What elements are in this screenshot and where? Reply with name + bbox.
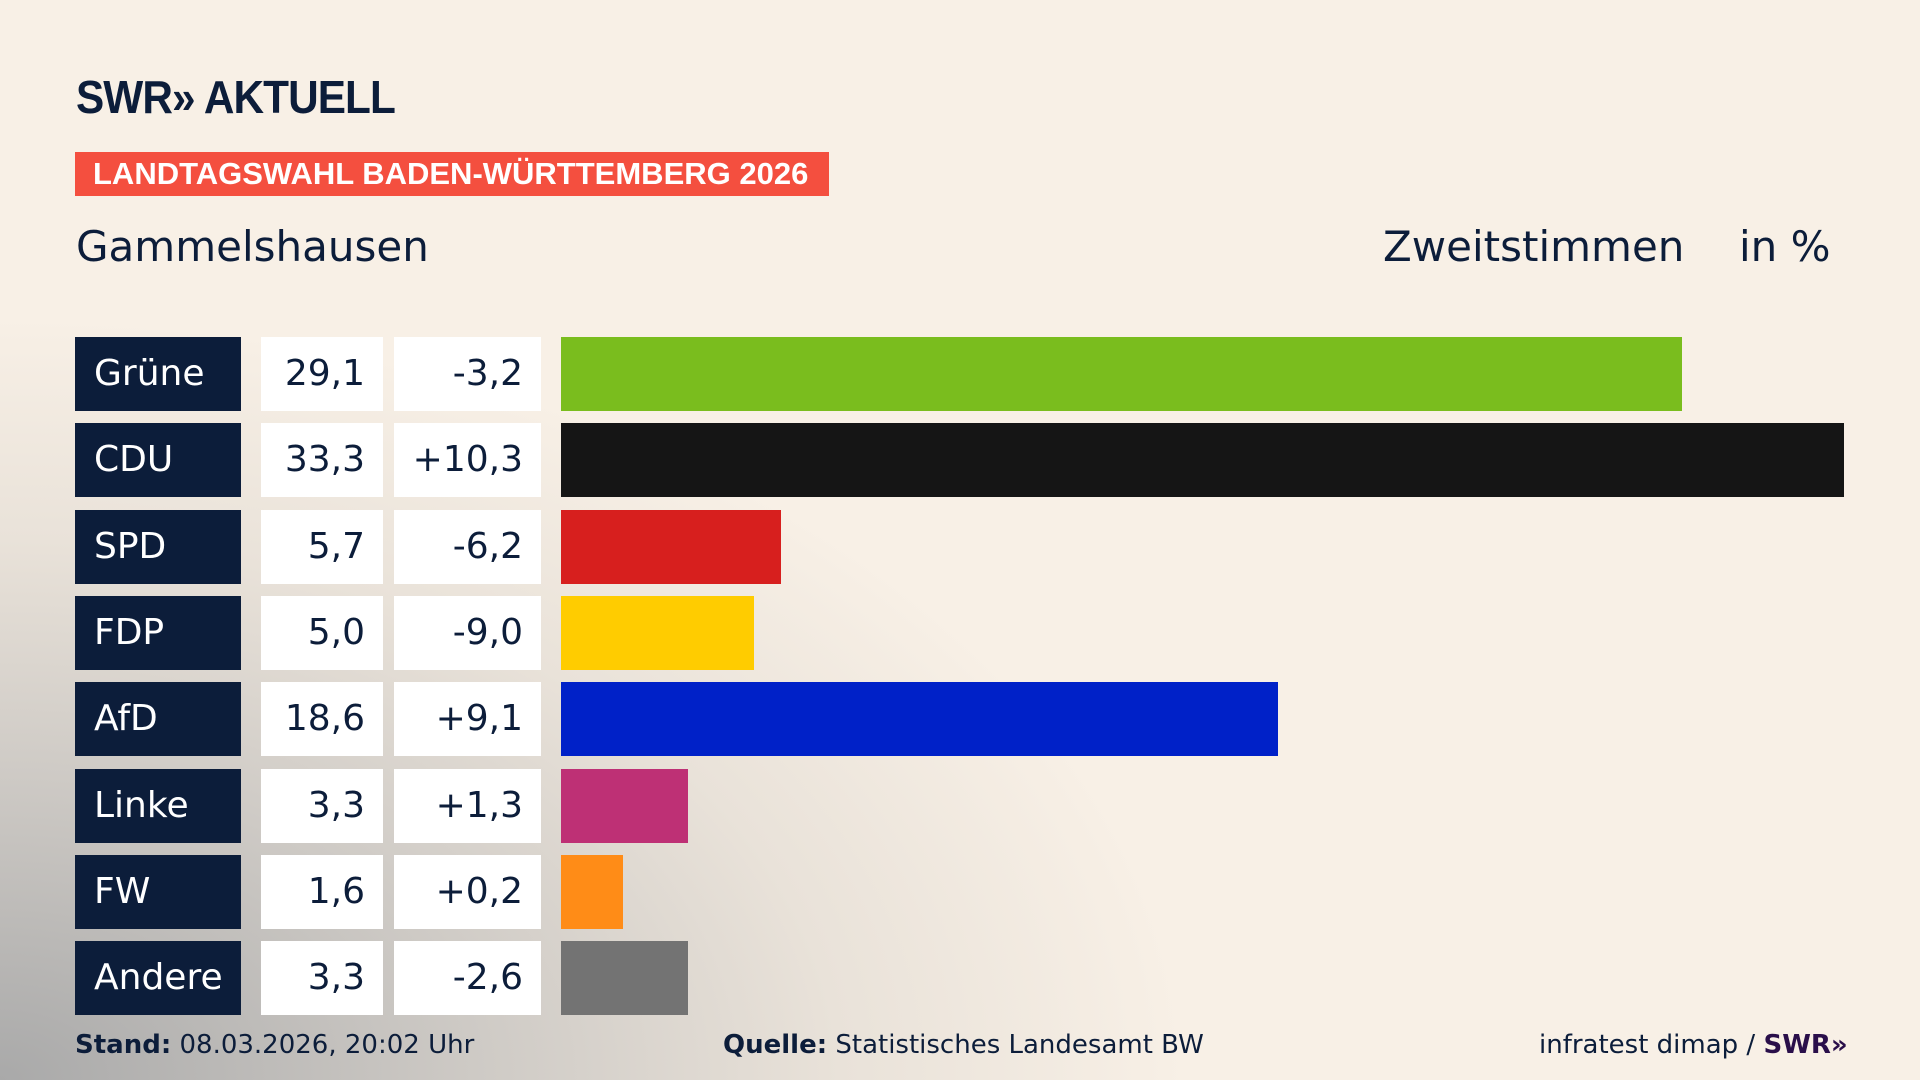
vote-type-label: Zweitstimmen <box>1383 222 1685 271</box>
party-label: FDP <box>75 595 241 670</box>
vote-change: +9,1 <box>394 682 541 757</box>
vote-share: 5,0 <box>261 595 383 670</box>
party-row: Grüne 29,1 -3,2 <box>75 337 1875 411</box>
vote-share: 3,3 <box>261 768 383 843</box>
vote-change: +1,3 <box>394 768 541 843</box>
bar-andere <box>561 941 689 1016</box>
timestamp: Stand: 08.03.2026, 20:02 Uhr <box>75 1030 474 1060</box>
party-label: Andere <box>75 941 241 1016</box>
vote-share: 5,7 <box>261 509 383 584</box>
vote-change: +10,3 <box>394 423 541 498</box>
party-row: FW 1,6 +0,2 <box>75 854 1875 929</box>
party-row: AfD 18,6 +9,1 <box>75 682 1875 757</box>
vote-share: 18,6 <box>261 682 383 757</box>
bar-linke <box>561 768 689 843</box>
vote-change: -6,2 <box>394 509 541 584</box>
vote-change: -2,6 <box>394 941 541 1016</box>
party-row: Andere 3,3 -2,6 <box>75 941 1875 1016</box>
vote-change: -3,2 <box>394 337 541 411</box>
party-row: SPD 5,7 -6,2 <box>75 509 1875 584</box>
credit-text: infratest dimap / <box>1539 1030 1756 1060</box>
source: Quelle: Statistisches Landesamt BW <box>723 1030 1204 1060</box>
party-label: Linke <box>75 768 241 843</box>
credit: infratest dimap / SWR» <box>1539 1030 1848 1060</box>
vote-share: 29,1 <box>261 337 383 411</box>
party-label: FW <box>75 854 241 929</box>
swr-small-logo: SWR» <box>1763 1030 1848 1060</box>
source-label: Quelle: <box>723 1030 828 1060</box>
party-label: Grüne <box>75 337 241 411</box>
bar-afd <box>561 682 1278 757</box>
stand-value: 08.03.2026, 20:02 Uhr <box>179 1030 475 1060</box>
location-title: Gammelshausen <box>76 222 429 271</box>
bar-fdp <box>561 595 754 670</box>
party-row: FDP 5,0 -9,0 <box>75 595 1875 670</box>
party-row: CDU 33,3 +10,3 <box>75 423 1875 498</box>
party-label: AfD <box>75 682 241 757</box>
swr-aktuell-logo: SWR» AKTUELL <box>76 71 396 123</box>
party-row: Linke 3,3 +1,3 <box>75 768 1875 843</box>
bar-cdu <box>561 423 1844 498</box>
vote-change: +0,2 <box>394 854 541 929</box>
vote-change: -9,0 <box>394 595 541 670</box>
party-label: SPD <box>75 509 241 584</box>
bar-grüne <box>561 337 1683 411</box>
election-banner: LANDTAGSWAHL BADEN-WÜRTTEMBERG 2026 <box>75 152 829 196</box>
vote-share: 3,3 <box>261 941 383 1016</box>
source-value: Statistisches Landesamt BW <box>835 1030 1204 1060</box>
bar-fw <box>561 854 623 929</box>
party-label: CDU <box>75 423 241 498</box>
unit-label: in % <box>1739 222 1831 271</box>
stand-label: Stand: <box>75 1030 172 1060</box>
bar-spd <box>561 509 781 584</box>
vote-share: 1,6 <box>261 854 383 929</box>
vote-share: 33,3 <box>261 423 383 498</box>
